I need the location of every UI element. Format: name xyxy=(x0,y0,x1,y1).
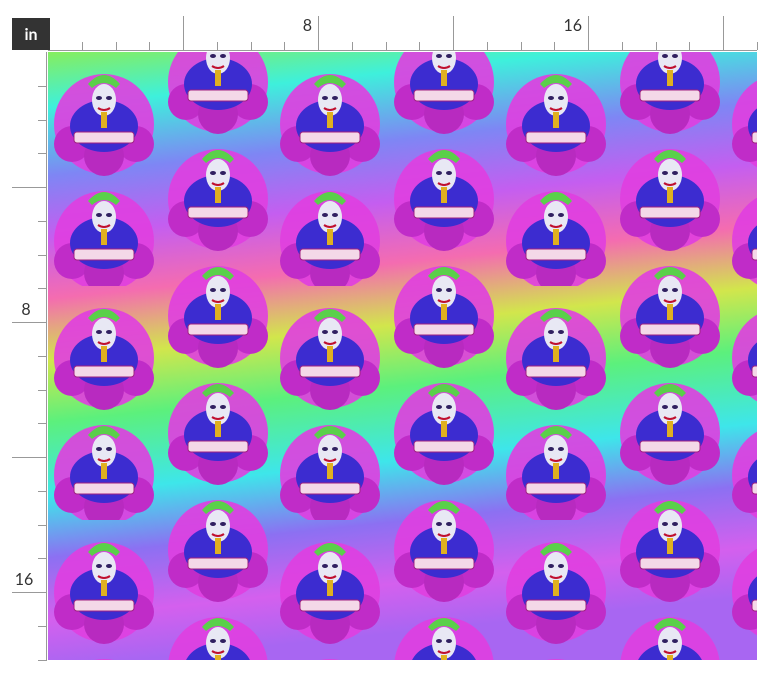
top-ruler-label: 16 xyxy=(563,16,582,35)
top-ruler-label: 8 xyxy=(303,16,312,35)
left-ruler-label: 8 xyxy=(21,300,30,319)
unit-badge xyxy=(12,18,50,50)
fabric-print xyxy=(48,52,757,660)
unit-label: in xyxy=(24,25,37,44)
rulers xyxy=(12,16,758,661)
left-ruler-label: 16 xyxy=(15,570,34,589)
